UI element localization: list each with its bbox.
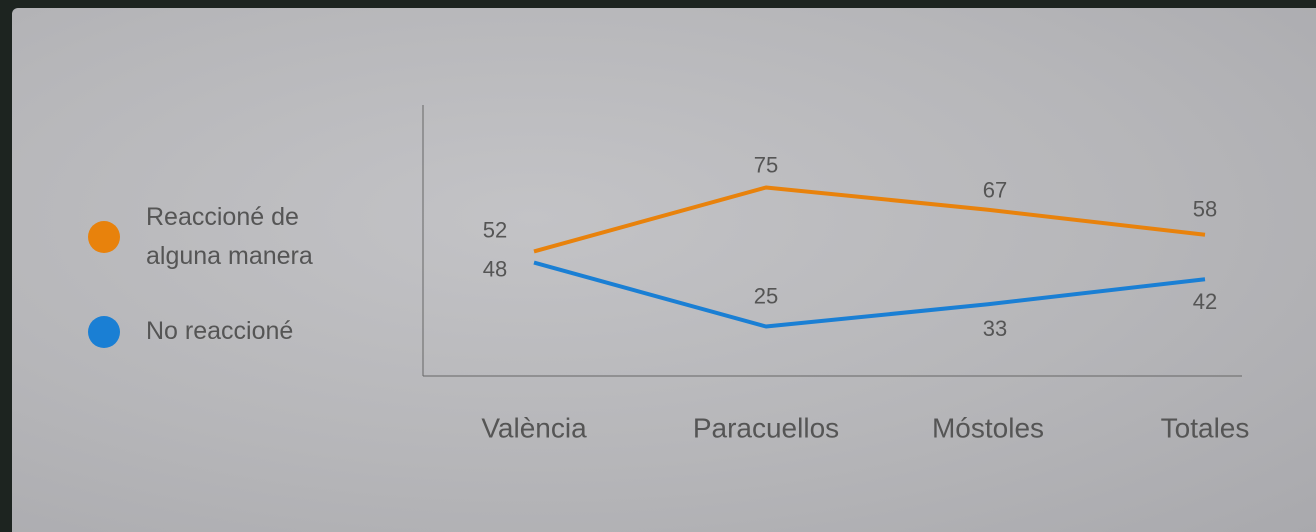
data-label: 42 — [1193, 289, 1217, 314]
data-label: 52 — [483, 217, 507, 242]
background — [12, 8, 1316, 532]
data-label: 25 — [754, 283, 778, 308]
legend-swatch — [88, 221, 120, 253]
legend-swatch — [88, 315, 120, 348]
legend-item: No reaccioné — [88, 312, 376, 351]
data-label: 67 — [983, 178, 1007, 203]
legend-item: Reaccioné de alguna manera — [88, 198, 376, 276]
x-tick-label: Móstoles — [932, 412, 1044, 443]
line — [533, 185, 1206, 254]
x-tick-label: València — [481, 412, 587, 443]
legend-label: No reaccioné — [146, 317, 294, 345]
line — [533, 260, 1206, 329]
data-label: 33 — [983, 316, 1007, 341]
legend-label: Reaccioné de alguna manera — [146, 203, 313, 270]
data-label: 58 — [1193, 197, 1217, 222]
x-tick-label: Paracuellos — [693, 412, 839, 443]
x-tick-label: Totales — [1161, 412, 1250, 443]
data-label: 48 — [483, 256, 507, 281]
data-label: 75 — [754, 152, 778, 177]
